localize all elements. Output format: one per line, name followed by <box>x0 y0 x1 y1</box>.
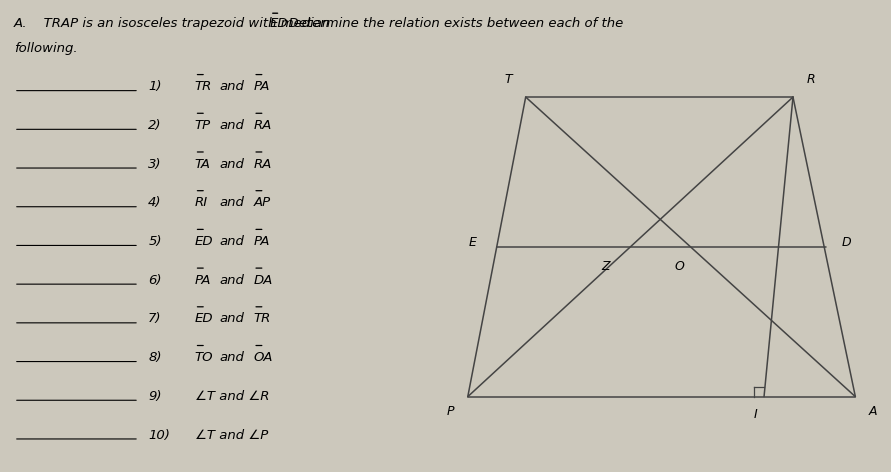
Text: ED: ED <box>194 312 213 326</box>
Text: 4): 4) <box>148 196 162 210</box>
Text: TP: TP <box>194 119 210 132</box>
Text: Determine the relation exists between each of the: Determine the relation exists between ea… <box>281 17 624 30</box>
Text: 10): 10) <box>148 429 170 442</box>
Text: A.    TRAP is an isosceles trapezoid with median: A. TRAP is an isosceles trapezoid with m… <box>14 17 335 30</box>
Text: and: and <box>220 196 245 210</box>
Text: ED: ED <box>194 235 213 248</box>
Text: and: and <box>220 158 245 171</box>
Text: RA: RA <box>253 119 272 132</box>
Text: AP: AP <box>253 196 270 210</box>
Text: following.: following. <box>14 42 78 56</box>
Text: E: E <box>469 236 477 249</box>
Text: 2): 2) <box>148 119 162 132</box>
Text: and: and <box>220 119 245 132</box>
Text: ED: ED <box>270 17 289 30</box>
Text: 8): 8) <box>148 351 162 364</box>
Text: ∠T and ∠R: ∠T and ∠R <box>194 390 269 403</box>
Text: TR: TR <box>253 312 271 326</box>
Text: PA: PA <box>253 235 270 248</box>
Text: D: D <box>842 236 852 249</box>
Text: Z: Z <box>601 260 610 273</box>
Text: 7): 7) <box>148 312 162 326</box>
Text: P: P <box>446 405 454 418</box>
Text: O: O <box>674 260 684 273</box>
Text: A: A <box>869 405 878 418</box>
Text: and: and <box>220 80 245 93</box>
Text: and: and <box>220 274 245 287</box>
Text: 6): 6) <box>148 274 162 287</box>
Text: RI: RI <box>194 196 208 210</box>
Text: OA: OA <box>253 351 273 364</box>
Text: and: and <box>220 235 245 248</box>
Text: TO: TO <box>194 351 213 364</box>
Text: and: and <box>220 351 245 364</box>
Text: RA: RA <box>253 158 272 171</box>
Text: PA: PA <box>253 80 270 93</box>
Text: T: T <box>504 73 511 86</box>
Text: 9): 9) <box>148 390 162 403</box>
Text: DA: DA <box>253 274 273 287</box>
Text: PA: PA <box>194 274 211 287</box>
Text: ∠T and ∠P: ∠T and ∠P <box>194 429 268 442</box>
Text: TR: TR <box>194 80 212 93</box>
Text: and: and <box>220 312 245 326</box>
Text: 3): 3) <box>148 158 162 171</box>
Text: TA: TA <box>194 158 210 171</box>
Text: R: R <box>806 73 815 86</box>
Text: 5): 5) <box>148 235 162 248</box>
Text: I: I <box>753 407 757 421</box>
Text: 1): 1) <box>148 80 162 93</box>
